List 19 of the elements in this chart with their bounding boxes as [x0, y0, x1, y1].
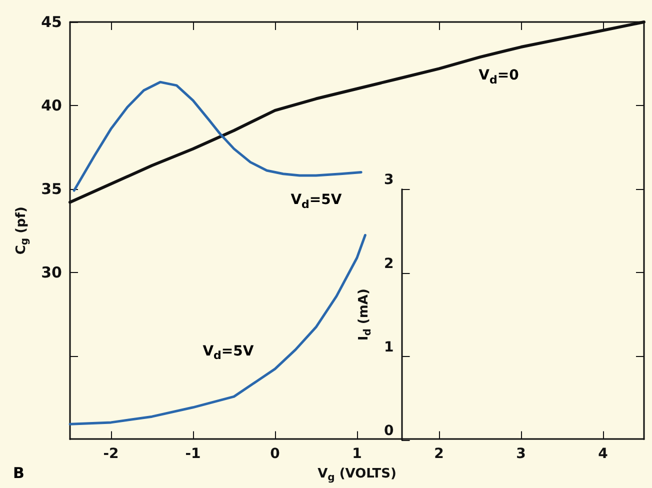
y-tick-label: 35 [41, 180, 62, 198]
y-tick-label: 30 [41, 263, 62, 282]
x-tick-label: 1 [352, 446, 362, 462]
x-tick-label: -1 [185, 446, 201, 462]
y-tick-label: 40 [41, 96, 62, 114]
text: B [13, 464, 24, 482]
y2-axis-title: Id (mA) [356, 288, 374, 341]
x-tick-label: 3 [516, 446, 526, 462]
y2-tick-label: 1 [384, 339, 394, 356]
y2-tick-label: 0 [384, 423, 394, 439]
x-tick-label: 0 [270, 446, 280, 462]
y-axis-title: Cg (pf) [14, 206, 31, 255]
x-tick-label: 4 [598, 446, 608, 462]
line-series [72, 80, 362, 192]
y-tick-label: 45 [41, 13, 62, 31]
y2-tick-label: 2 [384, 256, 394, 272]
x-tick-label: 2 [434, 446, 444, 462]
x-tick-label: -2 [103, 446, 119, 462]
y2-tick-label: 3 [384, 172, 394, 188]
